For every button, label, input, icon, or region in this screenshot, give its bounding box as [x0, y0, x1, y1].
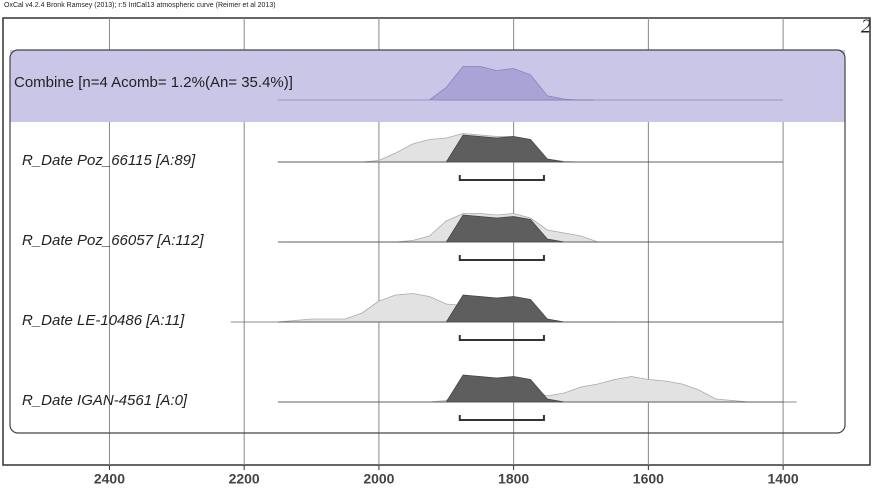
row-label: R_Date Poz_66115 [A:89]	[22, 152, 196, 169]
marks	[230, 66, 797, 421]
range-bracket	[458, 175, 545, 181]
range-bracket	[458, 255, 545, 261]
labels: 2400 2200 2000 1800 1600 1400 Combine [n=4 Aco…	[14, 74, 799, 487]
x-tick-label: 1600	[633, 471, 664, 487]
row-label: R_Date LE-10486 [A:11]	[22, 312, 185, 329]
range-bracket	[458, 415, 545, 421]
group-box	[9, 49, 846, 434]
x-tick-label: 1400	[768, 471, 799, 487]
combine-label: Combine [n=4 Acomb= 1.2%(An= 35.4%)]	[14, 74, 293, 91]
range-bracket	[458, 335, 545, 341]
distribution	[277, 134, 784, 163]
page-number: 2	[861, 16, 871, 38]
combine-band	[10, 50, 845, 122]
distribution	[277, 66, 784, 101]
x-tick-label: 1800	[498, 471, 529, 487]
plot-frame	[2, 17, 871, 466]
row-label: R_Date IGAN-4561 [A:0]	[22, 392, 188, 409]
distribution	[277, 374, 784, 403]
caption: OxCal v4.2.4 Bronk Ramsey (2013); r:5 In…	[4, 2, 276, 9]
distribution	[277, 214, 784, 243]
x-tick-label: 2400	[94, 471, 125, 487]
x-tick-label: 2000	[363, 471, 394, 487]
x-tick-label: 2200	[229, 471, 260, 487]
distribution	[277, 294, 784, 323]
row-label: R_Date Poz_66057 [A:112]	[22, 232, 204, 249]
